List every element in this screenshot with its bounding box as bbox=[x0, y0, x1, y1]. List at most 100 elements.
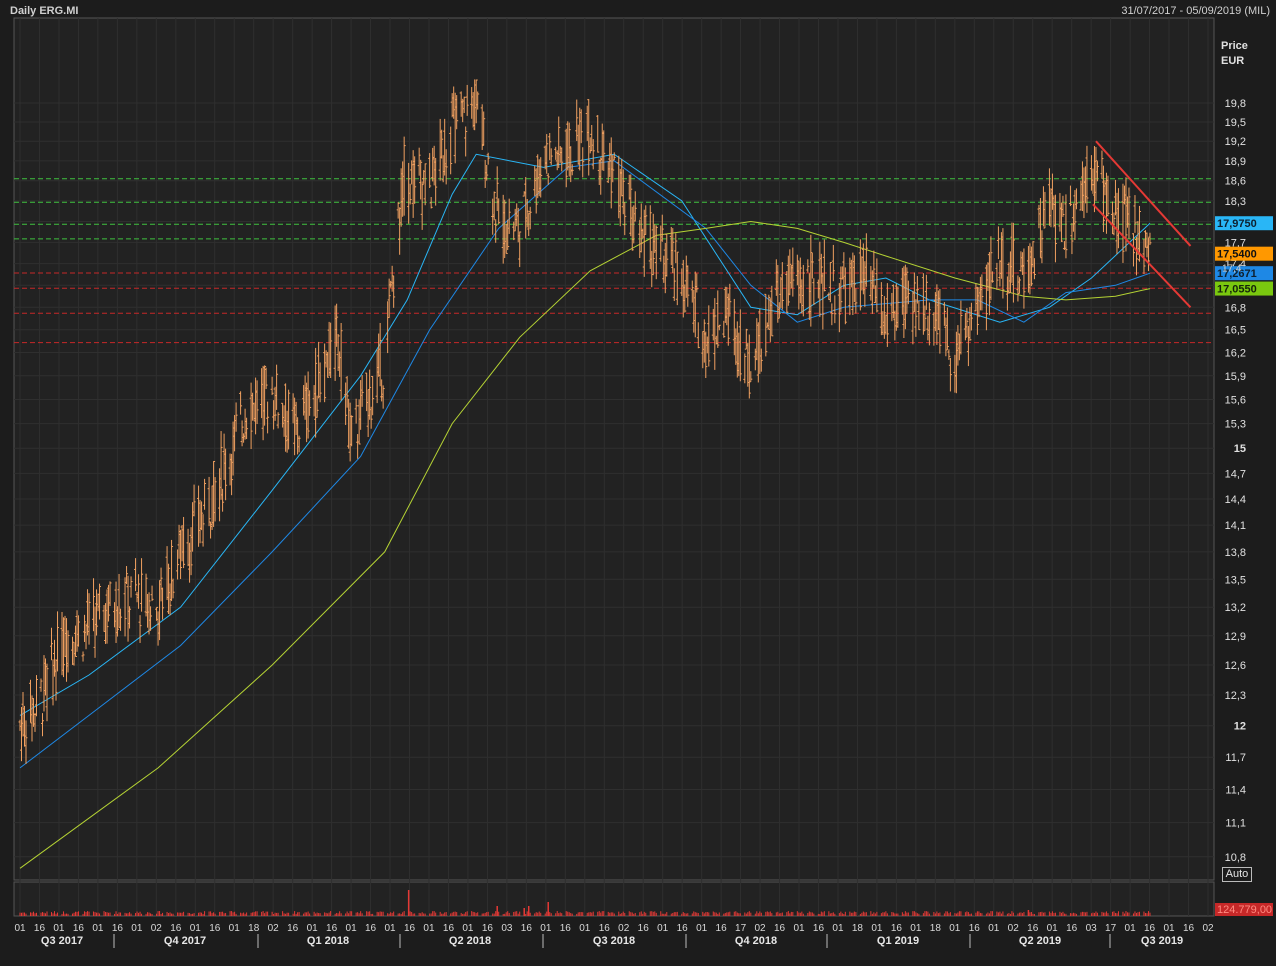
x-quarter-label: Q3 2019 bbox=[1141, 935, 1183, 947]
currency-label: EUR bbox=[1221, 55, 1245, 67]
x-tick-label: 01 bbox=[131, 923, 143, 934]
x-tick-label: 17 bbox=[1105, 923, 1117, 934]
x-quarter-label: Q2 2018 bbox=[449, 935, 491, 947]
ma-slow-value-badge: 17,0550 bbox=[1217, 284, 1257, 296]
x-tick-label: 02 bbox=[618, 923, 630, 934]
y-tick-label: 11,1 bbox=[1225, 818, 1246, 830]
x-tick-label: 16 bbox=[1027, 923, 1039, 934]
ma-slow-value-badge-bg bbox=[1215, 281, 1273, 296]
x-tick-label: 01 bbox=[384, 923, 396, 934]
y-tick-label: 17,7 bbox=[1225, 237, 1246, 249]
x-tick-label: 01 bbox=[949, 923, 961, 934]
x-quarter-label: Q1 2019 bbox=[877, 935, 919, 947]
x-tick-label: 01 bbox=[579, 923, 591, 934]
trend-line bbox=[1095, 140, 1192, 247]
y-tick-label: 10,8 bbox=[1225, 852, 1246, 864]
moving-average-line bbox=[19, 153, 1151, 716]
x-tick-label: 02 bbox=[755, 923, 767, 934]
x-tick-label: 16 bbox=[891, 923, 903, 934]
x-tick-label: 01 bbox=[92, 923, 104, 934]
x-tick-label: 01 bbox=[462, 923, 474, 934]
y-tick-label: 12,6 bbox=[1225, 660, 1246, 672]
ma-fast-value-badge-bg bbox=[1215, 216, 1273, 231]
x-tick-label: 01 bbox=[832, 923, 844, 934]
x-tick-label: 01 bbox=[346, 923, 358, 934]
x-tick-label: 01 bbox=[793, 923, 805, 934]
x-tick-label: 01 bbox=[14, 923, 26, 934]
y-tick-label: 18,3 bbox=[1225, 196, 1246, 208]
x-quarter-label: Q4 2018 bbox=[735, 935, 777, 947]
x-tick-label: 16 bbox=[1183, 923, 1195, 934]
x-tick-label: 01 bbox=[540, 923, 552, 934]
x-quarter-label: Q1 2018 bbox=[307, 935, 349, 947]
x-tick-label: 16 bbox=[774, 923, 786, 934]
last-price-badge: 17,5400 bbox=[1217, 249, 1257, 261]
x-tick-label: 03 bbox=[501, 923, 513, 934]
x-tick-label: 01 bbox=[53, 923, 65, 934]
x-tick-label: 16 bbox=[404, 923, 416, 934]
x-tick-label: 16 bbox=[1066, 923, 1078, 934]
auto-scale-button[interactable]: Auto bbox=[1222, 867, 1252, 882]
x-tick-label: 16 bbox=[326, 923, 338, 934]
y-tick-label: 15,9 bbox=[1225, 371, 1246, 383]
x-tick-label: 16 bbox=[638, 923, 650, 934]
volume-badge-bg bbox=[1215, 903, 1273, 916]
x-tick-label: 16 bbox=[716, 923, 728, 934]
x-tick-label: 16 bbox=[365, 923, 377, 934]
x-tick-label: 16 bbox=[287, 923, 299, 934]
y-tick-label: 16,5 bbox=[1225, 325, 1246, 337]
x-quarter-label: Q3 2018 bbox=[593, 935, 635, 947]
price-marker-label: 17,4 bbox=[1222, 264, 1242, 275]
x-tick-label: 01 bbox=[423, 923, 435, 934]
x-tick-label: 16 bbox=[677, 923, 689, 934]
y-tick-label: 18,6 bbox=[1225, 176, 1246, 188]
x-tick-label: 02 bbox=[268, 923, 280, 934]
x-tick-label: 16 bbox=[112, 923, 124, 934]
x-tick-label: 16 bbox=[170, 923, 182, 934]
y-tick-label: 16,2 bbox=[1225, 348, 1246, 360]
x-tick-label: 02 bbox=[1008, 923, 1020, 934]
ma-fast-value-badge: 17,9750 bbox=[1217, 218, 1257, 230]
x-tick-label: 01 bbox=[696, 923, 708, 934]
y-tick-label: 16,8 bbox=[1225, 302, 1246, 314]
x-tick-label: 02 bbox=[1202, 923, 1214, 934]
last-price-badge-bg bbox=[1215, 246, 1273, 261]
x-tick-label: 16 bbox=[34, 923, 46, 934]
y-tick-label: 12,3 bbox=[1225, 690, 1246, 702]
x-tick-label: 16 bbox=[443, 923, 455, 934]
y-tick-label: 19,8 bbox=[1225, 98, 1246, 110]
y-tick-label: 12,9 bbox=[1225, 631, 1246, 643]
y-tick-label: 15,3 bbox=[1225, 419, 1246, 431]
x-tick-label: 01 bbox=[988, 923, 1000, 934]
y-tick-label: 13,2 bbox=[1225, 602, 1246, 614]
x-quarter-label: Q3 2017 bbox=[41, 935, 83, 947]
y-tick-label: 19,5 bbox=[1225, 117, 1246, 129]
x-tick-label: 01 bbox=[910, 923, 922, 934]
trend-line bbox=[1092, 203, 1192, 308]
x-tick-label: 02 bbox=[151, 923, 163, 934]
x-tick-label: 18 bbox=[248, 923, 260, 934]
price-axis-title: Price bbox=[1221, 40, 1248, 52]
y-tick-label: 13,5 bbox=[1225, 574, 1246, 586]
x-tick-label: 01 bbox=[657, 923, 669, 934]
y-tick-label: 11,7 bbox=[1225, 752, 1246, 764]
x-tick-label: 17 bbox=[735, 923, 747, 934]
y-tick-label: 15 bbox=[1234, 443, 1246, 455]
x-tick-label: 01 bbox=[229, 923, 241, 934]
y-tick-label: 14,7 bbox=[1225, 468, 1246, 480]
y-tick-label: 12 bbox=[1234, 721, 1246, 733]
y-tick-label: 18,9 bbox=[1225, 156, 1246, 168]
y-tick-label: 15,6 bbox=[1225, 394, 1246, 406]
volume-panel bbox=[13, 881, 1215, 917]
x-tick-label: 01 bbox=[190, 923, 202, 934]
y-tick-label: 11,4 bbox=[1225, 785, 1246, 797]
y-tick-label: 13,8 bbox=[1225, 547, 1246, 559]
x-tick-label: 01 bbox=[871, 923, 883, 934]
x-tick-label: 01 bbox=[1125, 923, 1137, 934]
plot-area bbox=[13, 17, 1215, 881]
x-tick-label: 16 bbox=[599, 923, 611, 934]
x-tick-label: 18 bbox=[852, 923, 864, 934]
x-tick-label: 16 bbox=[1144, 923, 1156, 934]
x-tick-label: 16 bbox=[209, 923, 221, 934]
